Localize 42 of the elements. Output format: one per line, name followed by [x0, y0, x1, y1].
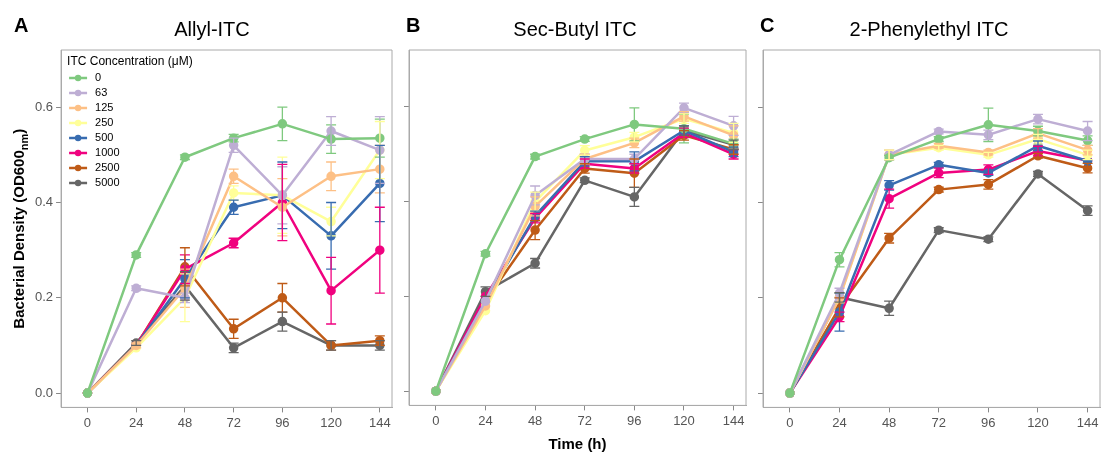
x-tick-label: 0 [83, 414, 92, 430]
legend-label: 1000 [95, 145, 120, 158]
x-tick-label: 24 [478, 412, 493, 428]
legend-label: 125 [95, 100, 114, 113]
chart-title: Allyl-ITC [174, 17, 250, 40]
y-tick-label: 0.6 [34, 98, 54, 114]
chart-title: 2-Phenylethyl ITC [849, 17, 1009, 40]
y-tick-label: 0.2 [34, 289, 54, 305]
y-axis-title: Bacterial Density (OD600nm) [10, 128, 30, 329]
legend-label: 63 [95, 85, 108, 98]
x-tick-label: 120 [320, 414, 342, 430]
legend-label: 0 [95, 70, 102, 83]
legend-label: 2500 [95, 160, 120, 173]
x-tick-label: 48 [177, 414, 193, 430]
legend-label: 500 [95, 130, 114, 143]
x-tick-label: 96 [275, 414, 290, 430]
x-tick-label: 48 [881, 414, 897, 430]
x-tick-label: 144 [368, 414, 391, 430]
x-tick-label: 72 [577, 412, 592, 428]
text: B [406, 13, 421, 36]
x-axis-title: Time (h) [548, 435, 607, 453]
x-tick-label: 48 [527, 412, 543, 428]
x-tick-label: 96 [627, 412, 642, 428]
x-tick-label: 0 [432, 412, 440, 428]
x-tick-label: 96 [981, 414, 996, 430]
y-tick-label: 0.0 [34, 384, 54, 400]
x-tick-label: 120 [673, 412, 695, 428]
x-tick-label: 24 [128, 414, 144, 430]
text: C [760, 13, 775, 36]
x-tick-label: 24 [832, 414, 847, 430]
x-tick-label: 0 [786, 414, 794, 430]
y-tick-label: 0.4 [34, 194, 54, 210]
x-tick-label: 144 [722, 412, 745, 428]
x-tick-label: 144 [1076, 414, 1099, 430]
legend-label: 5000 [95, 175, 120, 188]
legend-title: ITC Concentration (μM) [67, 54, 193, 69]
x-tick-label: 72 [226, 414, 241, 430]
x-tick-label: 120 [1027, 414, 1049, 430]
chart-title: Sec-Butyl ITC [513, 17, 637, 40]
text: A [14, 13, 29, 36]
legend-label: 250 [95, 115, 114, 128]
x-tick-label: 72 [931, 414, 946, 430]
